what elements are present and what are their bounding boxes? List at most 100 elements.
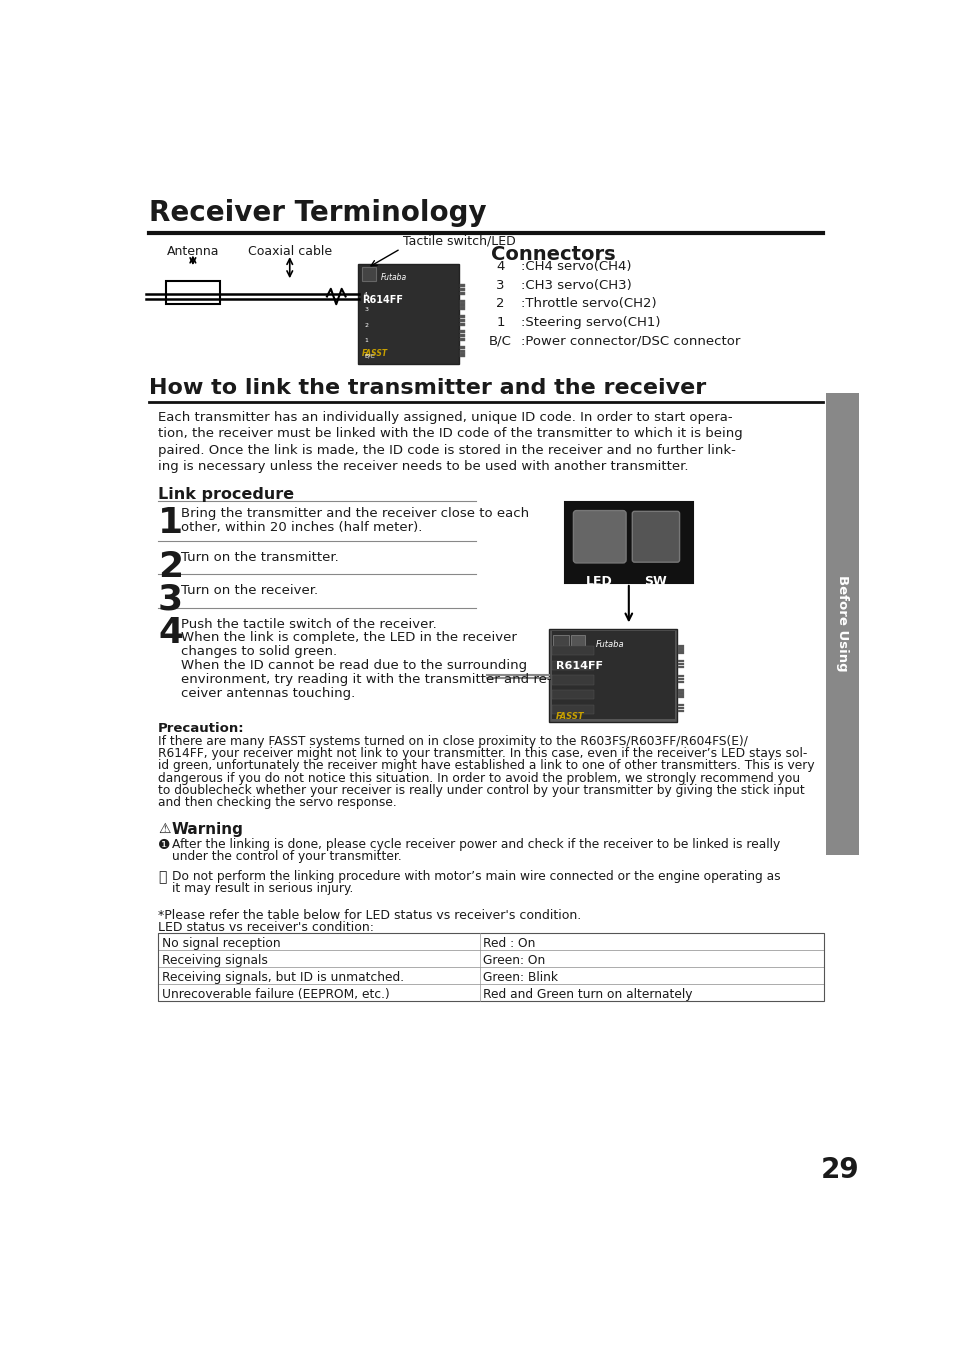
Bar bbox=[459, 307, 464, 310]
Text: Green: Blink: Green: Blink bbox=[483, 971, 558, 984]
Text: Receiving signals: Receiving signals bbox=[162, 954, 268, 967]
Text: 1: 1 bbox=[158, 506, 183, 541]
Text: Unrecoverable failure (EEPROM, etc.): Unrecoverable failure (EEPROM, etc.) bbox=[162, 988, 389, 1002]
Bar bbox=[158, 933, 823, 950]
Text: LED status vs receiver's condition:: LED status vs receiver's condition: bbox=[158, 921, 374, 934]
Bar bbox=[551, 675, 594, 685]
Bar bbox=[678, 689, 683, 692]
Text: :Power connector/DSC connector: :Power connector/DSC connector bbox=[520, 334, 740, 348]
Bar bbox=[551, 690, 594, 700]
Text: No signal reception: No signal reception bbox=[162, 937, 280, 950]
Text: FASST: FASST bbox=[555, 712, 583, 721]
Bar bbox=[678, 710, 683, 712]
Text: to doublecheck whether your receiver is really under control by your transmitter: to doublecheck whether your receiver is … bbox=[158, 785, 804, 797]
Bar bbox=[678, 681, 683, 683]
Text: Warning: Warning bbox=[172, 822, 244, 837]
Text: Red : On: Red : On bbox=[483, 937, 536, 950]
Text: Antenna: Antenna bbox=[167, 245, 219, 257]
Text: ing is necessary unless the receiver needs to be used with another transmitter.: ing is necessary unless the receiver nee… bbox=[158, 460, 688, 473]
Bar bbox=[361, 267, 375, 282]
Text: id green, unfortunately the receiver might have established a link to one of oth: id green, unfortunately the receiver mig… bbox=[158, 759, 814, 772]
Text: Connectors: Connectors bbox=[491, 245, 616, 264]
Text: :CH4 servo(CH4): :CH4 servo(CH4) bbox=[520, 260, 631, 274]
Text: Futaba: Futaba bbox=[596, 640, 624, 648]
Text: Turn on the transmitter.: Turn on the transmitter. bbox=[181, 551, 338, 565]
Text: environment, try reading it with the transmitter and re-: environment, try reading it with the tra… bbox=[181, 673, 551, 686]
Bar bbox=[551, 705, 594, 714]
Text: changes to solid green.: changes to solid green. bbox=[181, 646, 337, 658]
Text: ⚠: ⚠ bbox=[158, 822, 171, 836]
Text: FASST: FASST bbox=[361, 349, 388, 357]
Text: If there are many FASST systems turned on in close proximity to the R603FS/R603F: If there are many FASST systems turned o… bbox=[158, 735, 747, 748]
Text: When the link is complete, the LED in the receiver: When the link is complete, the LED in th… bbox=[181, 631, 517, 644]
Text: Receiver Terminology: Receiver Terminology bbox=[149, 200, 486, 228]
Bar bbox=[158, 950, 823, 967]
Text: Futaba: Futaba bbox=[381, 274, 407, 283]
Text: Bring the transmitter and the receiver close to each: Bring the transmitter and the receiver c… bbox=[181, 507, 529, 520]
Text: Receiving signals, but ID is unmatched.: Receiving signals, but ID is unmatched. bbox=[162, 971, 403, 984]
Text: Tactile switch/LED: Tactile switch/LED bbox=[402, 235, 516, 247]
Text: Do not perform the linking procedure with motor’s main wire connected or the eng: Do not perform the linking procedure wit… bbox=[172, 871, 780, 883]
Text: ❶: ❶ bbox=[158, 838, 171, 852]
Text: Before Using: Before Using bbox=[835, 576, 848, 673]
Text: paired. Once the link is made, the ID code is stored in the receiver and no furt: paired. Once the link is made, the ID co… bbox=[158, 443, 735, 457]
Text: Push the tactile switch of the receiver.: Push the tactile switch of the receiver. bbox=[181, 617, 436, 631]
Text: 1: 1 bbox=[496, 315, 504, 329]
Text: under the control of your transmitter.: under the control of your transmitter. bbox=[172, 851, 401, 863]
FancyBboxPatch shape bbox=[573, 511, 625, 563]
Text: How to link the transmitter and the receiver: How to link the transmitter and the rece… bbox=[149, 379, 705, 398]
Text: and then checking the servo response.: and then checking the servo response. bbox=[158, 797, 396, 809]
Text: B/C: B/C bbox=[489, 334, 512, 348]
Bar bbox=[551, 631, 674, 720]
Bar bbox=[459, 330, 464, 333]
Text: Turn on the receiver.: Turn on the receiver. bbox=[181, 585, 318, 597]
Bar bbox=[459, 338, 464, 341]
Text: R614FF: R614FF bbox=[361, 295, 402, 305]
Text: SW: SW bbox=[644, 576, 666, 588]
Text: other, within 20 inches (half meter).: other, within 20 inches (half meter). bbox=[181, 522, 422, 534]
Text: 4: 4 bbox=[496, 260, 504, 274]
Bar bbox=[459, 284, 464, 287]
Bar bbox=[678, 663, 683, 666]
Bar bbox=[678, 648, 683, 651]
Text: 4: 4 bbox=[158, 616, 183, 650]
Text: Red and Green turn on alternately: Red and Green turn on alternately bbox=[483, 988, 692, 1002]
Text: Precaution:: Precaution: bbox=[158, 723, 244, 735]
Text: LED: LED bbox=[586, 576, 613, 588]
Bar bbox=[678, 696, 683, 698]
Text: Coaxial cable: Coaxial cable bbox=[248, 245, 332, 257]
Bar bbox=[553, 635, 568, 648]
Text: 2: 2 bbox=[158, 550, 183, 584]
Text: it may result in serious injury.: it may result in serious injury. bbox=[172, 883, 353, 895]
Bar bbox=[571, 635, 584, 648]
Bar bbox=[357, 264, 458, 364]
Text: ceiver antennas touching.: ceiver antennas touching. bbox=[181, 687, 355, 700]
Bar bbox=[678, 646, 683, 647]
Bar bbox=[459, 349, 464, 353]
Text: 3: 3 bbox=[364, 307, 368, 313]
Bar bbox=[678, 706, 683, 709]
Bar bbox=[678, 666, 683, 669]
Bar bbox=[459, 353, 464, 357]
Bar bbox=[549, 630, 677, 721]
Bar bbox=[459, 334, 464, 337]
Bar bbox=[551, 646, 594, 655]
Bar bbox=[459, 319, 464, 322]
Text: Green: On: Green: On bbox=[483, 954, 545, 967]
Bar bbox=[459, 299, 464, 303]
Bar bbox=[564, 501, 692, 582]
Bar bbox=[678, 704, 683, 706]
Text: Each transmitter has an individually assigned, unique ID code. In order to start: Each transmitter has an individually ass… bbox=[158, 411, 732, 425]
Text: 29: 29 bbox=[820, 1157, 859, 1185]
Bar bbox=[825, 392, 858, 855]
Text: :Throttle servo(CH2): :Throttle servo(CH2) bbox=[520, 298, 656, 310]
Bar bbox=[459, 293, 464, 295]
Text: 3: 3 bbox=[496, 279, 504, 291]
Bar bbox=[678, 674, 683, 677]
Bar bbox=[459, 322, 464, 326]
FancyBboxPatch shape bbox=[632, 511, 679, 562]
Text: 4: 4 bbox=[364, 293, 368, 297]
Bar bbox=[166, 282, 220, 305]
Text: R614FF, your receiver might not link to your transmitter. In this case, even if : R614FF, your receiver might not link to … bbox=[158, 747, 806, 760]
Text: :Steering servo(CH1): :Steering servo(CH1) bbox=[520, 315, 659, 329]
